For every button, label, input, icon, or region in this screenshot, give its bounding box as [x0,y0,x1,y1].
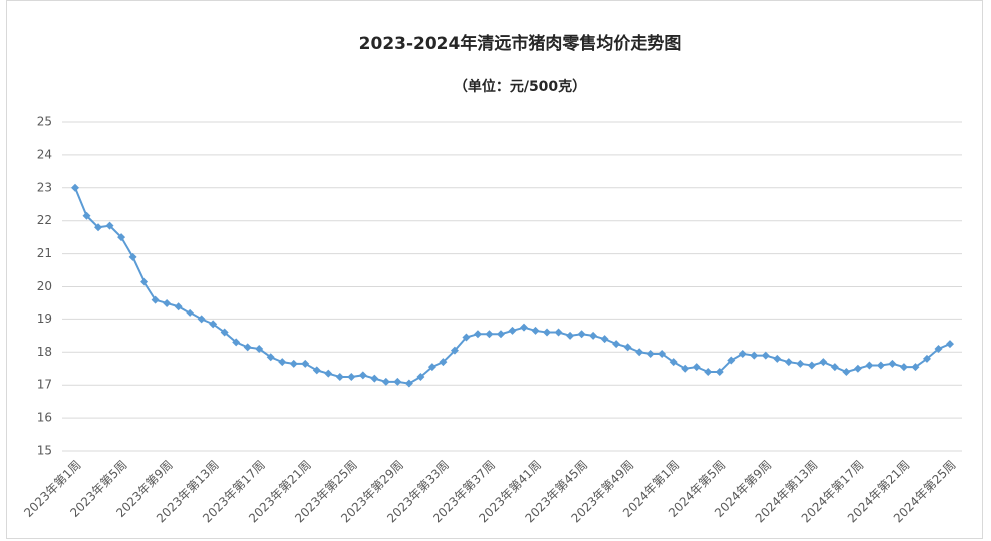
marker [773,354,782,363]
marker [600,335,609,344]
marker [784,358,793,367]
marker [450,346,459,355]
y-tick-label: 23 [37,180,52,194]
y-tick-label: 18 [37,345,52,359]
marker [738,349,747,358]
marker [266,353,275,362]
marker [485,330,494,339]
marker [934,345,943,354]
marker [278,358,287,367]
y-tick-label: 22 [37,213,52,227]
marker [197,315,206,324]
y-tick-label: 19 [37,312,52,326]
marker [692,363,701,372]
marker [105,221,114,230]
y-tick-label: 16 [37,411,52,425]
marker [554,328,563,337]
marker [727,356,736,365]
marker [543,328,552,337]
marker [439,358,448,367]
marker [830,363,839,372]
marker [946,340,954,349]
marker [128,252,137,261]
marker [347,372,356,381]
marker [658,349,667,358]
marker [255,345,264,354]
marker [94,223,103,232]
y-tick-label: 20 [37,279,52,293]
marker [358,371,367,380]
marker [577,330,586,339]
marker [140,277,149,286]
marker [922,354,931,363]
marker [865,361,874,370]
marker [807,361,816,370]
y-tick-label: 25 [37,115,52,129]
marker [853,364,862,373]
marker [612,340,621,349]
marker [842,368,851,377]
marker [427,363,436,372]
marker [416,372,425,381]
chart-title: 2023-2024年清远市猪肉零售均价走势图 [359,33,682,54]
marker [370,374,379,383]
marker [669,358,678,367]
marker [404,379,413,388]
marker [750,351,759,360]
marker [681,364,690,373]
y-tick-label: 15 [37,444,52,458]
marker [174,302,183,311]
marker [589,331,598,340]
marker [899,363,908,372]
marker [232,338,241,347]
y-tick-label: 24 [37,147,52,161]
marker [117,233,126,242]
marker [393,377,402,386]
marker [796,359,805,368]
marker [646,349,655,358]
marker [888,359,897,368]
marker [761,351,770,360]
chart-subtitle: （单位：元/500克） [454,78,586,95]
marker [312,366,321,375]
marker [520,323,529,332]
marker [531,326,540,335]
marker [381,377,390,386]
marker [209,320,218,329]
marker [335,372,344,381]
marker [508,326,517,335]
marker [819,358,828,367]
chart-area [6,0,983,539]
marker [566,331,575,340]
marker [82,211,91,220]
marker [496,330,505,339]
marker [635,348,644,357]
marker [163,298,172,307]
marker [704,368,713,377]
y-tick-label: 21 [37,246,52,260]
marker [151,295,160,304]
marker [715,368,724,377]
marker [243,343,252,352]
marker [324,369,333,378]
marker [473,330,482,339]
y-tick-label: 17 [37,378,52,392]
marker [220,328,229,337]
marker [623,343,632,352]
marker [186,308,195,317]
marker [911,363,920,372]
marker [462,333,471,342]
marker [876,361,885,370]
marker [71,183,79,192]
marker [289,359,298,368]
marker [301,359,310,368]
